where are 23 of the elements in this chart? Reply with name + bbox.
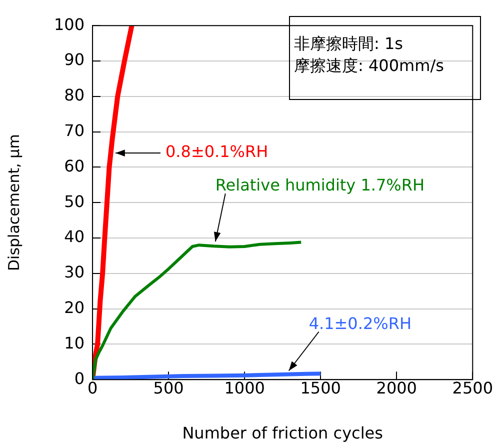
annotation: 4.1±0.2%RH — [308, 314, 412, 333]
x-tick-label: 1500 — [300, 378, 341, 398]
y-tick-label: 90 — [64, 50, 85, 70]
x-axis-title: Number of friction cycles — [182, 424, 383, 443]
y-tick-label: 60 — [64, 156, 85, 176]
annotation: 摩擦速度: 400mm/s — [294, 55, 445, 77]
y-tick-label: 70 — [64, 120, 85, 140]
x-tick-label: 1000 — [224, 378, 265, 398]
x-tick-label: 500 — [153, 378, 184, 398]
y-tick-label: 80 — [64, 86, 85, 105]
annotation: 非摩擦時間: 1s — [294, 33, 404, 55]
x-tick-label: 0 — [87, 378, 98, 398]
y-tick-label: 30 — [64, 262, 85, 282]
y-tick-label: 10 — [64, 333, 85, 352]
annotation: Relative humidity 1.7%RH — [215, 176, 425, 195]
x-tick-label: 2500 — [452, 378, 493, 398]
y-axis-title: Displacement, μm — [4, 134, 23, 272]
annotation: 0.8±0.1%RH — [165, 142, 268, 162]
y-tick-label: 50 — [64, 192, 85, 211]
y-tick-label: 100 — [54, 14, 85, 34]
x-tick-label: 2000 — [376, 378, 417, 398]
y-tick-label: 40 — [64, 227, 85, 246]
y-tick-label: 20 — [64, 298, 85, 317]
